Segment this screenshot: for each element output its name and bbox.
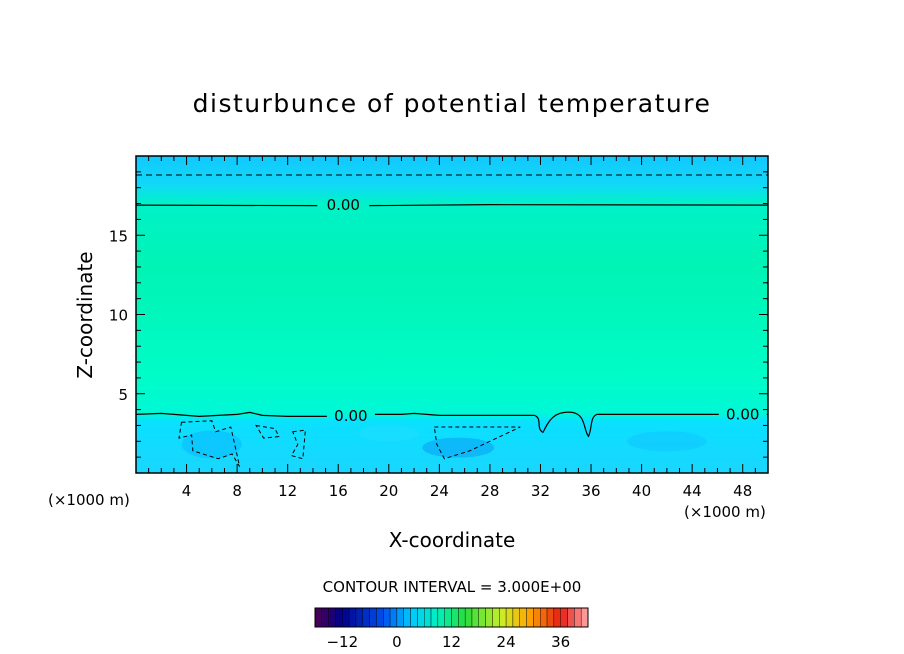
colorbar-cell bbox=[546, 607, 555, 628]
colorbar-cell bbox=[533, 607, 541, 628]
zero-contour-lower bbox=[135, 411, 327, 417]
contour-label: 0.00 bbox=[726, 405, 759, 423]
x-tick-label: 28 bbox=[480, 482, 499, 500]
x-tick-label: 24 bbox=[430, 482, 449, 500]
colorbar-cell bbox=[567, 607, 575, 628]
field-patch bbox=[181, 430, 242, 459]
colorbar-tick-label: 12 bbox=[442, 633, 461, 651]
colorbar: −12 0 12 24 36 bbox=[314, 607, 589, 651]
colorbar-tick-label: 24 bbox=[497, 633, 516, 651]
x-unit-left: (×1000 m) bbox=[48, 491, 130, 509]
contour-interval: CONTOUR INTERVAL = 3.000E+00 bbox=[323, 578, 582, 596]
colorbar-cell bbox=[437, 607, 445, 628]
colorbar-cell bbox=[342, 607, 350, 628]
colorbar-tick-label: 36 bbox=[551, 633, 570, 651]
colorbar-cell bbox=[560, 607, 568, 628]
field-patch bbox=[626, 431, 707, 452]
colorbar-cell bbox=[362, 607, 370, 628]
colorbar-cell bbox=[403, 607, 411, 628]
negative-contour bbox=[290, 429, 306, 460]
contour-label: 0.00 bbox=[327, 196, 360, 214]
colorbar-cell bbox=[580, 607, 589, 628]
x-unit-right: (×1000 m) bbox=[684, 503, 766, 521]
colorbar-cell bbox=[492, 607, 500, 628]
colorbar-cell bbox=[355, 607, 363, 628]
x-tick-label: 40 bbox=[632, 482, 651, 500]
colorbar-cell bbox=[485, 607, 493, 628]
colorbar-frame bbox=[314, 607, 589, 628]
x-tick-label: 20 bbox=[379, 482, 398, 500]
field-fill bbox=[136, 156, 768, 473]
x-tick-label: 4 bbox=[182, 482, 192, 500]
x-tick-label: 32 bbox=[531, 482, 550, 500]
colorbar-cell bbox=[383, 607, 391, 628]
y-tick-label: 15 bbox=[109, 227, 128, 245]
colorbar-cell bbox=[505, 607, 514, 628]
colorbar-cell bbox=[519, 607, 527, 628]
negative-contour bbox=[433, 426, 521, 460]
colorbar-cell bbox=[499, 607, 507, 628]
x-tick-label: 44 bbox=[683, 482, 702, 500]
zero-contour-upper bbox=[369, 204, 769, 207]
x-tick-label: 48 bbox=[733, 482, 752, 500]
contour-label: 0.00 bbox=[334, 407, 367, 425]
y-tick-label: 5 bbox=[118, 386, 128, 404]
colorbar-cell bbox=[376, 607, 384, 628]
colorbar-cell bbox=[424, 607, 432, 628]
colorbar-cell bbox=[553, 607, 561, 628]
colorbar-cell bbox=[396, 607, 404, 628]
colorbar-cell bbox=[526, 607, 534, 628]
field-patch bbox=[422, 437, 495, 458]
negative-contour bbox=[255, 424, 280, 439]
chart-title: disturbunce of potential temperature bbox=[193, 89, 712, 118]
y-axis-label: Z-coordinate bbox=[73, 251, 97, 378]
x-tick-label: 8 bbox=[232, 482, 242, 500]
colorbar-tick-label: 0 bbox=[392, 633, 402, 651]
colorbar-cell bbox=[321, 607, 329, 628]
colorbar-cell bbox=[389, 607, 398, 628]
x-tick-label: 36 bbox=[581, 482, 600, 500]
colorbar-cell bbox=[478, 607, 486, 628]
colorbar-tick-label: −12 bbox=[326, 633, 358, 651]
field-patch bbox=[358, 425, 419, 442]
colorbar-cell bbox=[444, 607, 452, 628]
colorbar-cell bbox=[410, 607, 418, 628]
colorbar-cell bbox=[328, 607, 336, 628]
zero-contour-upper bbox=[135, 204, 318, 207]
colorbar-cell bbox=[458, 607, 466, 628]
colorbar-cell bbox=[314, 607, 323, 628]
colorbar-cell bbox=[430, 607, 439, 628]
colorbar-cell bbox=[471, 607, 480, 628]
colorbar-cell bbox=[464, 607, 473, 628]
x-tick-label: 16 bbox=[329, 482, 348, 500]
colorbar-cell bbox=[369, 607, 377, 628]
colorbar-cell bbox=[540, 607, 548, 628]
zero-contour-lower bbox=[374, 411, 719, 438]
colorbar-cell bbox=[417, 607, 425, 628]
colorbar-cell bbox=[512, 607, 520, 628]
x-tick-label: 12 bbox=[278, 482, 297, 500]
y-tick-label: 10 bbox=[109, 307, 128, 325]
x-axis-label: X-coordinate bbox=[389, 528, 516, 552]
colorbar-cell bbox=[348, 607, 357, 628]
negative-contour bbox=[178, 420, 241, 467]
colorbar-cell bbox=[451, 607, 459, 628]
colorbar-cell bbox=[574, 607, 582, 628]
colorbar-cell bbox=[335, 607, 343, 628]
